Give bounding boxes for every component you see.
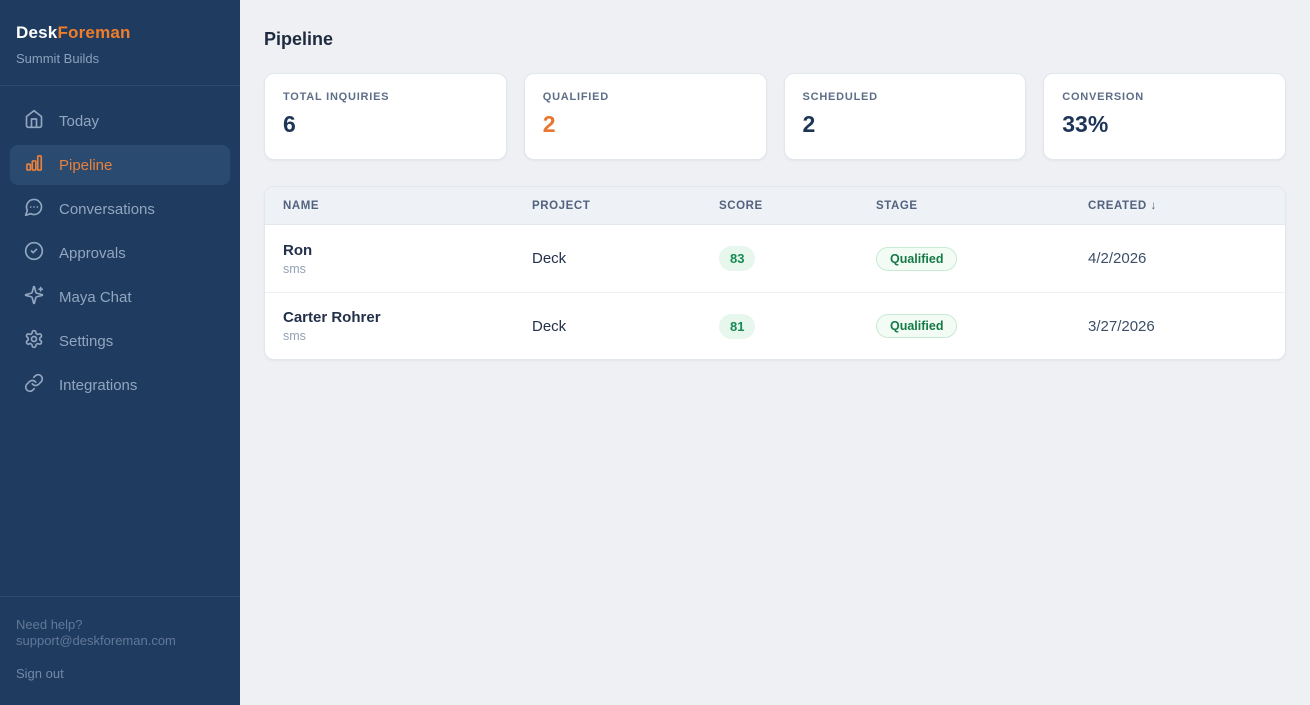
- column-header-name[interactable]: NAME: [283, 199, 320, 212]
- stat-label: TOTAL INQUIRIES: [283, 91, 390, 103]
- score-cell: 81: [719, 313, 876, 339]
- sidebar-item-integrations[interactable]: Integrations: [10, 365, 230, 405]
- sidebar-item-conversations[interactable]: Conversations: [10, 189, 230, 229]
- sidebar-item-label: Pipeline: [59, 156, 113, 174]
- lead-name: Ron: [283, 241, 313, 259]
- logo-part-desk: Desk: [16, 23, 58, 42]
- bar-chart-icon: [24, 153, 44, 177]
- project-cell: Deck: [532, 317, 567, 335]
- column-header-created[interactable]: CREATED ↓: [1088, 199, 1157, 212]
- table-header-row: NAME PROJECT SCORE STAGE CREATED ↓: [265, 187, 1285, 225]
- column-header-project[interactable]: PROJECT: [532, 199, 591, 212]
- stage-badge: Qualified: [876, 246, 958, 271]
- stage-cell: Qualified: [876, 314, 1088, 338]
- sign-out-link[interactable]: Sign out: [16, 666, 64, 681]
- stat-card-scheduled: SCHEDULED 2: [783, 73, 1027, 160]
- logo-part-foreman: Foreman: [57, 23, 131, 42]
- support-email: support@deskforeman.com: [16, 632, 176, 648]
- stat-label: CONVERSION: [1062, 91, 1144, 103]
- main-content: Pipeline TOTAL INQUIRIES 6 QUALIFIED 2 S…: [240, 0, 1310, 705]
- stat-label: SCHEDULED: [802, 91, 878, 103]
- sidebar-item-label: Today: [59, 112, 100, 130]
- app-logo-text: DeskForeman: [16, 23, 224, 43]
- table-row[interactable]: Ron sms Deck 83 Qualified 4/2/2026: [265, 225, 1285, 292]
- sidebar-item-maya-chat[interactable]: Maya Chat: [10, 277, 230, 317]
- company-subtitle: Summit Builds: [16, 51, 100, 66]
- stage-badge: Qualified: [876, 314, 958, 338]
- name-cell: Ron sms: [283, 242, 532, 276]
- lead-channel: sms: [283, 261, 306, 276]
- home-icon: [24, 109, 44, 133]
- chat-bubble-icon: [24, 197, 44, 221]
- column-header-score[interactable]: SCORE: [719, 199, 763, 212]
- sidebar-item-pipeline[interactable]: Pipeline: [10, 145, 230, 185]
- sidebar-nav: Today Pipeline Conversations Approvals M…: [0, 86, 240, 405]
- stat-value: 33%: [1062, 111, 1109, 137]
- link-icon: [24, 373, 44, 397]
- sidebar-footer: Need help? support@deskforeman.com Sign …: [0, 595, 240, 705]
- pipeline-table: NAME PROJECT SCORE STAGE CREATED ↓ Ron s…: [264, 186, 1286, 360]
- created-cell: 3/27/2026: [1088, 317, 1155, 335]
- score-cell: 83: [719, 246, 876, 271]
- sidebar-item-label: Conversations: [59, 200, 155, 218]
- stat-card-conversion: CONVERSION 33%: [1043, 73, 1286, 160]
- stage-cell: Qualified: [876, 246, 1088, 271]
- score-badge: 83: [719, 246, 756, 271]
- check-circle-icon: [24, 241, 44, 265]
- sidebar: DeskForeman Summit Builds Today Pipeline…: [0, 0, 240, 705]
- stat-label: QUALIFIED: [542, 91, 609, 103]
- app-logo: DeskForeman Summit Builds: [0, 0, 240, 85]
- sidebar-item-label: Approvals: [59, 244, 126, 262]
- sidebar-item-label: Settings: [59, 332, 114, 350]
- stat-value: 2: [542, 111, 556, 137]
- help-text: Need help?: [16, 616, 83, 632]
- sidebar-item-label: Integrations: [59, 376, 138, 394]
- stat-value: 6: [283, 111, 296, 137]
- stat-card-total-inquiries: TOTAL INQUIRIES 6: [264, 73, 507, 160]
- table-row[interactable]: Carter Rohrer sms Deck 81 Qualified 3/27…: [265, 292, 1285, 359]
- sidebar-item-today[interactable]: Today: [10, 101, 230, 141]
- lead-name: Carter Rohrer: [283, 309, 381, 326]
- stats-row: TOTAL INQUIRIES 6 QUALIFIED 2 SCHEDULED …: [264, 73, 1286, 160]
- sidebar-item-label: Maya Chat: [59, 288, 132, 306]
- score-badge: 81: [719, 313, 756, 339]
- sidebar-spacer: [0, 405, 240, 596]
- sidebar-item-settings[interactable]: Settings: [10, 321, 230, 361]
- stat-value: 2: [802, 111, 816, 137]
- sidebar-divider: [0, 85, 240, 86]
- project-cell: Deck: [532, 250, 567, 267]
- name-cell: Carter Rohrer sms: [283, 309, 532, 343]
- page-title: Pipeline: [264, 29, 334, 49]
- stat-card-qualified: QUALIFIED 2: [523, 73, 767, 160]
- column-header-stage[interactable]: STAGE: [876, 199, 918, 212]
- created-cell: 4/2/2026: [1088, 250, 1147, 267]
- gear-icon: [24, 329, 44, 353]
- lead-channel: sms: [283, 329, 306, 343]
- sidebar-item-approvals[interactable]: Approvals: [10, 233, 230, 273]
- sparkles-icon: [24, 285, 44, 309]
